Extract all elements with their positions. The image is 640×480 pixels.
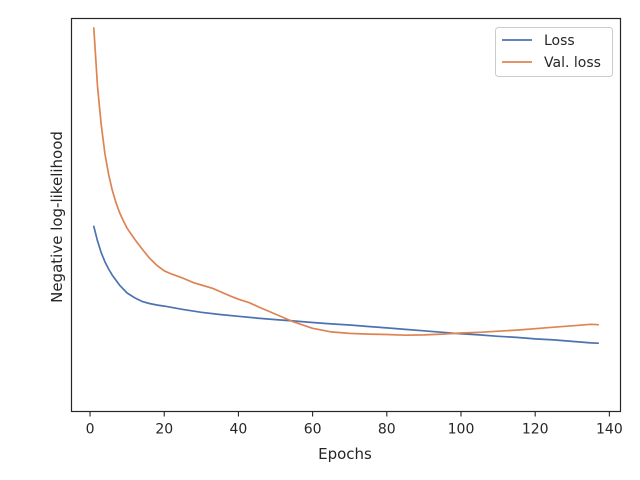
x-tick-label: 0 xyxy=(86,422,95,438)
y-axis-label: Negative log-likelihood xyxy=(48,131,66,303)
series-layer xyxy=(92,27,600,345)
legend-label: Val. loss xyxy=(544,55,601,71)
legend: Loss Val. loss xyxy=(495,27,613,77)
x-tick-label: 120 xyxy=(522,422,549,438)
x-tick-label: 140 xyxy=(596,422,623,438)
x-axis-ticks: 0 20 40 60 80 100 120 140 xyxy=(86,411,623,438)
series-line-val-loss xyxy=(92,27,600,337)
x-tick-label: 20 xyxy=(155,422,173,438)
x-tick-label: 60 xyxy=(304,422,322,438)
x-axis-label: Epochs xyxy=(318,445,372,463)
legend-label: Loss xyxy=(544,33,575,49)
x-tick-label: 80 xyxy=(378,422,396,438)
x-tick-label: 100 xyxy=(448,422,475,438)
x-tick-label: 40 xyxy=(230,422,248,438)
series-line-loss xyxy=(92,225,600,345)
plot-frame xyxy=(70,17,622,413)
